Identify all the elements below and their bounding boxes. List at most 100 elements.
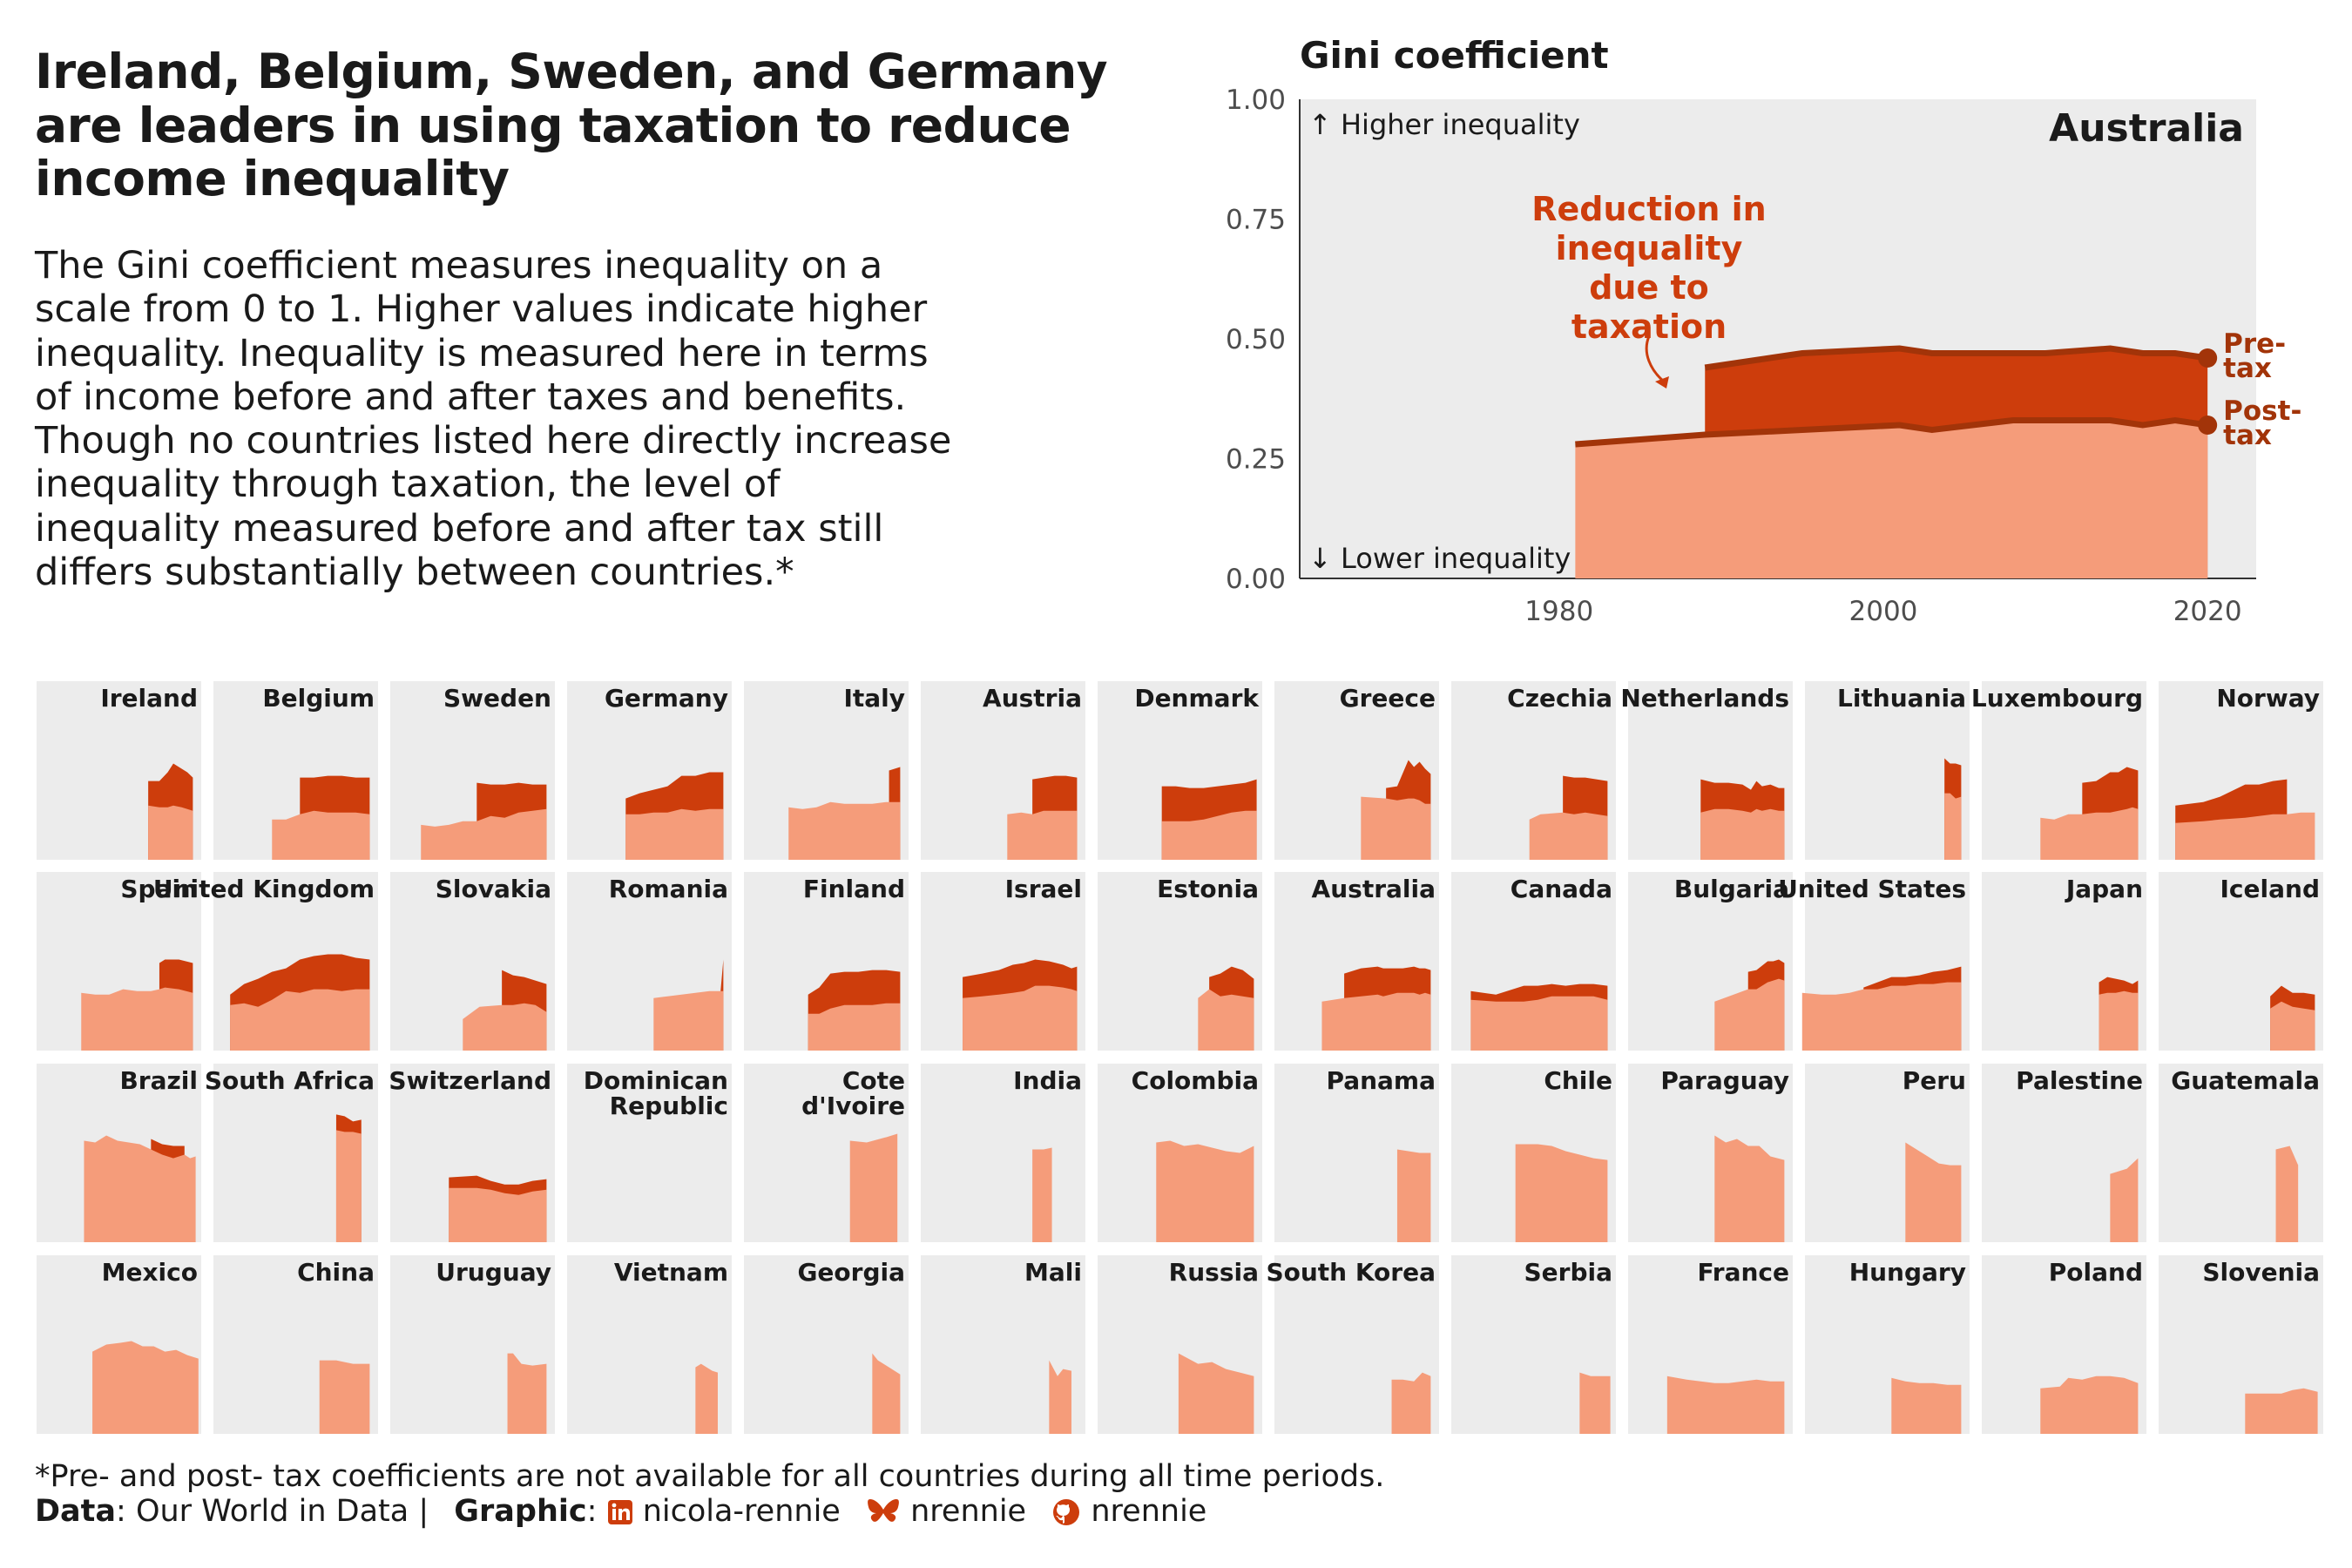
post-tax-point (2198, 416, 2218, 435)
panel-country-label: Australia (2049, 106, 2244, 151)
annotation-arrow (1645, 335, 1665, 383)
country-label: Paraguay (1660, 1066, 1789, 1095)
country-label: Australia (1312, 875, 1436, 903)
small-multiple-panel: Peru (1805, 1064, 1970, 1242)
country-label: Belgium (262, 684, 375, 713)
post-tax-line (1575, 416, 2208, 448)
post-tax-area (1396, 1149, 1431, 1242)
post-tax-area (1049, 1360, 1071, 1434)
country-label: Italy (843, 684, 905, 713)
pre-tax-point (2198, 348, 2218, 368)
country-label: Serbia (1524, 1258, 1613, 1287)
post-tax-area (1198, 989, 1254, 1051)
small-multiple-panel: Ireland (37, 681, 201, 860)
small-multiple-panel: Serbia (1451, 1255, 1616, 1434)
post-tax-area (421, 808, 547, 860)
country-label: Brazil (119, 1066, 198, 1095)
country-label: Panama (1326, 1066, 1436, 1095)
post-tax-label: Post-tax (2223, 395, 2301, 451)
small-multiple-panel: China (213, 1255, 378, 1434)
small-multiple-panel: Denmark (1098, 681, 1262, 860)
y-tick-label: 0.25 (1226, 444, 1286, 476)
post-tax-area (463, 1003, 547, 1051)
country-label: Palestine (2016, 1066, 2143, 1095)
country-label: Bulgaria (1674, 875, 1789, 903)
small-multiple-panel: Cote d'Ivoire (744, 1064, 909, 1242)
post-tax-area (2270, 1001, 2315, 1051)
y-tick-label: 0.00 (1226, 564, 1286, 595)
country-label: Czechia (1507, 684, 1612, 713)
post-tax-area (1891, 1377, 1962, 1434)
small-multiple-panel: Russia (1098, 1255, 1262, 1434)
post-tax-area (81, 987, 193, 1051)
x-tick-label: 1980 (1524, 596, 1593, 627)
page-title: Ireland, Belgium, Sweden, and Germany ar… (35, 44, 1108, 207)
country-label: Japan (2065, 875, 2143, 903)
post-tax-area (1575, 420, 2208, 578)
country-label: China (297, 1258, 375, 1287)
post-tax-area (963, 985, 1078, 1051)
post-tax-area (1161, 810, 1257, 860)
small-multiple-panel: Finland (744, 872, 909, 1051)
post-tax-area (1801, 982, 1962, 1051)
post-tax-area (335, 1130, 362, 1242)
small-multiple-panel: South Korea (1266, 1255, 1439, 1434)
country-label: Vietnam (614, 1258, 728, 1287)
post-tax-area (1178, 1353, 1254, 1434)
small-multiple-panel: Israel (921, 872, 1085, 1051)
country-label: Lithuania (1837, 684, 1966, 713)
country-label: Hungary (1849, 1258, 1966, 1287)
post-tax-area (230, 989, 370, 1051)
data-label: Data (35, 1494, 117, 1530)
post-tax-area (319, 1360, 370, 1434)
x-tick-label: 2020 (2173, 596, 2242, 627)
page-subtitle: The Gini coefficient measures inequality… (35, 244, 952, 595)
country-label: Luxembourg (1971, 684, 2143, 713)
post-tax-area (1391, 1372, 1431, 1434)
post-tax-area (1470, 996, 1608, 1051)
small-multiples-grid: Ireland Belgium Sweden Germany Italy Austria D… (37, 681, 2323, 1434)
small-multiple-panel: Spain (37, 872, 201, 1051)
post-tax-area (2099, 990, 2139, 1051)
small-multiple-panel: Mexico (37, 1255, 201, 1434)
country-label: Greece (1340, 684, 1436, 713)
country-label: Slovakia (436, 875, 551, 903)
country-label: South Korea (1266, 1258, 1436, 1287)
country-label: Spain (120, 875, 198, 903)
post-tax-area (1714, 978, 1785, 1051)
small-multiple-panel: South Africa (205, 1064, 378, 1242)
small-multiple-panel: India (921, 1064, 1085, 1242)
country-label: Dominican Republic (584, 1066, 728, 1120)
post-tax-area (1007, 810, 1078, 860)
country-label: Iceland (2220, 875, 2320, 903)
country-label: Cote d'Ivoire (801, 1066, 905, 1120)
post-tax-area (1714, 1135, 1785, 1242)
post-tax-area (449, 1187, 547, 1242)
small-multiple-panel: United States (1778, 872, 1970, 1051)
small-multiple-panel: Poland (1982, 1255, 2146, 1434)
y-tick-label: 1.00 (1226, 84, 1286, 116)
small-multiple-panel: United Kingdom (153, 872, 378, 1051)
country-label: Denmark (1134, 684, 1260, 713)
post-tax-area (92, 1341, 199, 1434)
small-multiple-panel: Switzerland (389, 1064, 555, 1242)
small-multiple-panel: Belgium (213, 681, 378, 860)
post-tax-area (1579, 1372, 1611, 1434)
github-handle[interactable]: nrennie (1091, 1494, 1207, 1530)
small-multiple-panel: Iceland (2159, 872, 2323, 1051)
post-tax-area (1032, 1147, 1052, 1242)
country-label: Uruguay (436, 1258, 551, 1287)
graphic-label: Graphic (454, 1494, 587, 1530)
linkedin-handle[interactable]: nicola-rennie (642, 1494, 841, 1530)
small-multiple-panel: Greece (1274, 681, 1439, 860)
small-multiple-panel: Germany (567, 681, 732, 860)
small-multiple-panel: Chile (1451, 1064, 1616, 1242)
small-multiple-panel: Netherlands (1620, 681, 1793, 860)
bluesky-handle[interactable]: nrennie (910, 1494, 1027, 1530)
credits: Data: Our World in Data | Graphic: nicol… (35, 1494, 1207, 1530)
post-tax-area (1905, 1142, 1962, 1242)
country-label: Peru (1903, 1066, 1966, 1095)
small-multiple-panel: Panama (1274, 1064, 1439, 1242)
higher-inequality-label: ↑ Higher inequality (1308, 108, 1580, 141)
country-label: Netherlands (1620, 684, 1789, 713)
